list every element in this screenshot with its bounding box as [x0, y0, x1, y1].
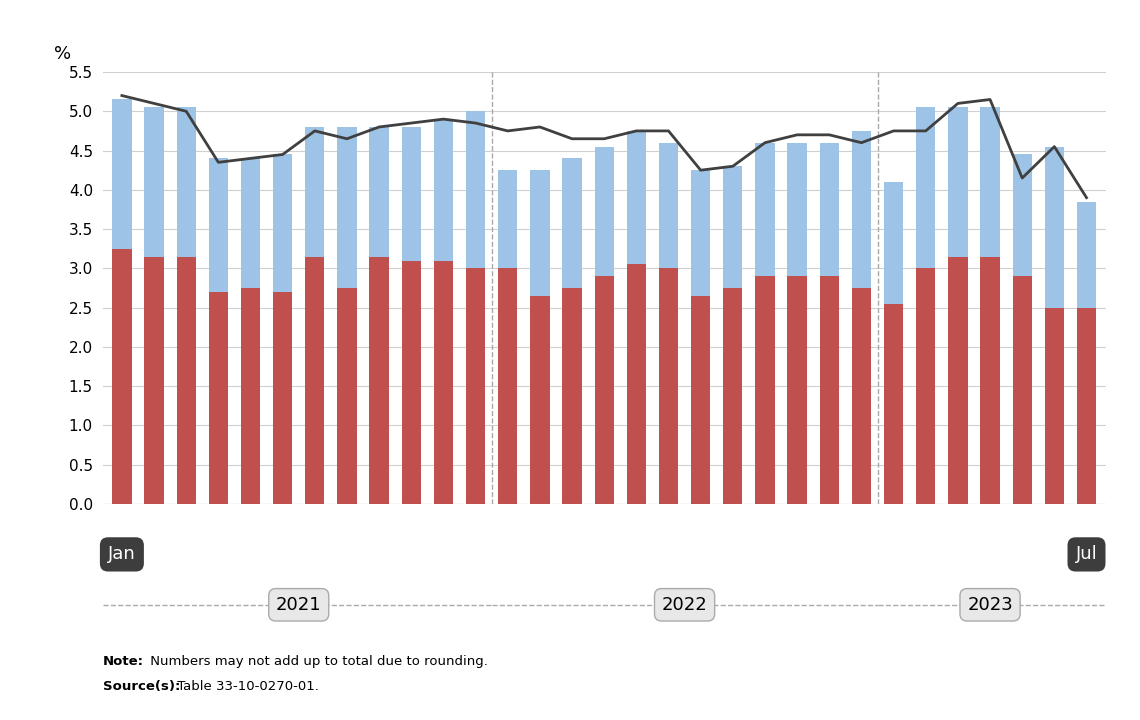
Bar: [562, 288, 581, 504]
Bar: [691, 170, 710, 296]
Bar: [112, 248, 131, 504]
Bar: [627, 264, 646, 504]
Bar: [434, 119, 453, 261]
Bar: [337, 288, 357, 504]
Bar: [530, 170, 549, 296]
Bar: [884, 304, 903, 504]
Bar: [820, 143, 839, 276]
Bar: [852, 288, 871, 504]
Bar: [272, 292, 292, 504]
Text: Note:: Note:: [103, 655, 144, 668]
Bar: [756, 276, 774, 504]
Y-axis label: %: %: [54, 45, 71, 63]
Bar: [917, 269, 936, 504]
Bar: [756, 143, 774, 276]
Bar: [498, 170, 518, 269]
Bar: [948, 256, 968, 504]
Text: 2022: 2022: [661, 596, 708, 613]
Text: Jul: Jul: [1076, 546, 1098, 563]
Bar: [723, 166, 742, 288]
Bar: [820, 276, 839, 504]
Bar: [466, 112, 486, 269]
Bar: [980, 256, 1000, 504]
Text: Source(s):: Source(s):: [103, 680, 180, 693]
Bar: [241, 158, 260, 288]
Bar: [434, 261, 453, 504]
Bar: [948, 107, 968, 256]
Bar: [884, 182, 903, 304]
Bar: [659, 143, 678, 269]
Bar: [723, 288, 742, 504]
Bar: [401, 127, 421, 261]
Bar: [627, 131, 646, 264]
Text: Jan: Jan: [108, 546, 136, 563]
Bar: [917, 107, 936, 269]
Text: Table 33-10-0270-01.: Table 33-10-0270-01.: [173, 680, 319, 693]
Text: Numbers may not add up to total due to rounding.: Numbers may not add up to total due to r…: [146, 655, 488, 668]
Bar: [306, 127, 325, 256]
Bar: [852, 131, 871, 288]
Bar: [1077, 202, 1097, 307]
Bar: [466, 269, 486, 504]
Bar: [177, 256, 196, 504]
Bar: [595, 147, 613, 276]
Bar: [369, 256, 389, 504]
Bar: [337, 127, 357, 288]
Bar: [306, 256, 325, 504]
Bar: [595, 276, 613, 504]
Bar: [209, 158, 228, 292]
Bar: [112, 99, 131, 248]
Text: 2023: 2023: [967, 596, 1013, 613]
Bar: [980, 107, 1000, 256]
Bar: [691, 296, 710, 504]
Bar: [562, 158, 581, 288]
Bar: [209, 292, 228, 504]
Bar: [1012, 276, 1032, 504]
Bar: [1012, 155, 1032, 276]
Bar: [401, 261, 421, 504]
Bar: [788, 143, 807, 276]
Bar: [145, 256, 164, 504]
Bar: [145, 107, 164, 256]
Bar: [369, 127, 389, 256]
Bar: [1077, 307, 1097, 504]
Bar: [1044, 307, 1064, 504]
Text: 2021: 2021: [276, 596, 321, 613]
Bar: [530, 296, 549, 504]
Bar: [241, 288, 260, 504]
Bar: [788, 276, 807, 504]
Bar: [272, 155, 292, 292]
Bar: [659, 269, 678, 504]
Bar: [1044, 147, 1064, 307]
Bar: [498, 269, 518, 504]
Bar: [177, 107, 196, 256]
